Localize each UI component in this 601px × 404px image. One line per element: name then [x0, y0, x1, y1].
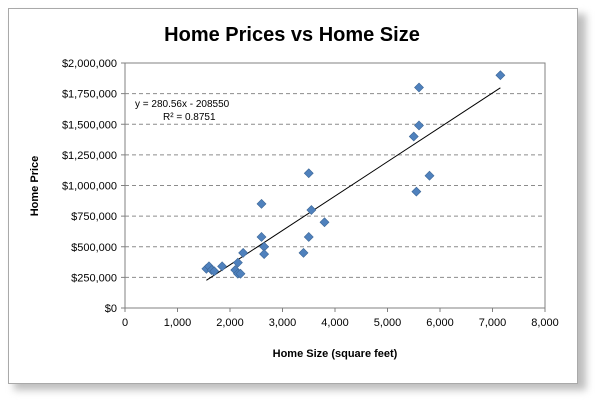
y-axis-ticks: $0 $250,000 $500,000 $750,000 $1,000,000 $1,2… — [62, 58, 125, 315]
x-tick-label: 1,000 — [164, 317, 192, 329]
y-axis-label: Home Price — [29, 156, 41, 217]
trendline — [206, 87, 501, 281]
x-tick-label: 0 — [122, 317, 128, 329]
gridlines — [125, 93, 545, 278]
y-tick-label: $0 — [105, 303, 117, 315]
data-point — [235, 268, 246, 279]
x-tick-label: 8,000 — [531, 317, 559, 329]
chart-title: Home Prices vs Home Size — [164, 24, 420, 46]
data-point — [217, 261, 228, 272]
x-axis-ticks: 0 1,000 2,000 3,000 4,000 5,000 6,000 7,000 8,00… — [122, 308, 559, 329]
data-point — [319, 217, 330, 228]
data-point — [424, 170, 435, 181]
chart-frame — [8, 8, 578, 384]
data-point — [303, 168, 314, 179]
trendline-equation: y = 280.56x - 208550 — [135, 99, 230, 110]
data-point — [303, 232, 314, 242]
y-tick-label: $500,000 — [71, 242, 117, 254]
x-tick-label: 5,000 — [374, 317, 402, 329]
y-tick-label: $750,000 — [71, 211, 117, 223]
x-tick-label: 2,000 — [216, 317, 244, 329]
y-tick-label: $1,500,000 — [62, 119, 117, 131]
x-tick-label: 4,000 — [321, 317, 349, 329]
data-point — [232, 257, 243, 268]
data-point — [238, 247, 249, 258]
data-point — [495, 70, 506, 81]
data-point — [209, 266, 220, 277]
y-tick-label: $1,750,000 — [62, 89, 117, 101]
y-tick-label: $1,000,000 — [62, 181, 117, 193]
x-axis-label: Home Size (square feet) — [273, 348, 398, 360]
y-tick-label: $250,000 — [71, 272, 117, 284]
y-tick-label: $1,250,000 — [62, 150, 117, 162]
data-point — [259, 249, 270, 260]
data-point — [306, 205, 317, 215]
data-point — [414, 120, 424, 131]
y-tick-label: $2,000,000 — [62, 58, 117, 70]
trendline-r-squared: R² = 0.8751 — [163, 112, 216, 123]
data-point — [256, 198, 267, 209]
x-tick-label: 6,000 — [426, 317, 454, 329]
data-point — [408, 131, 419, 142]
data-point — [414, 82, 424, 93]
x-tick-label: 7,000 — [479, 317, 507, 329]
data-points — [201, 70, 506, 279]
x-tick-label: 3,000 — [269, 317, 297, 329]
data-point — [256, 232, 267, 242]
data-point — [411, 186, 422, 197]
data-point — [298, 247, 309, 258]
